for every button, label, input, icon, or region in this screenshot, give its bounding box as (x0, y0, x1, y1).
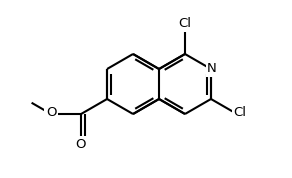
Text: O: O (75, 138, 85, 151)
Text: O: O (46, 106, 56, 119)
Text: N: N (207, 62, 217, 75)
Text: Cl: Cl (234, 106, 246, 119)
Text: Cl: Cl (178, 17, 192, 30)
